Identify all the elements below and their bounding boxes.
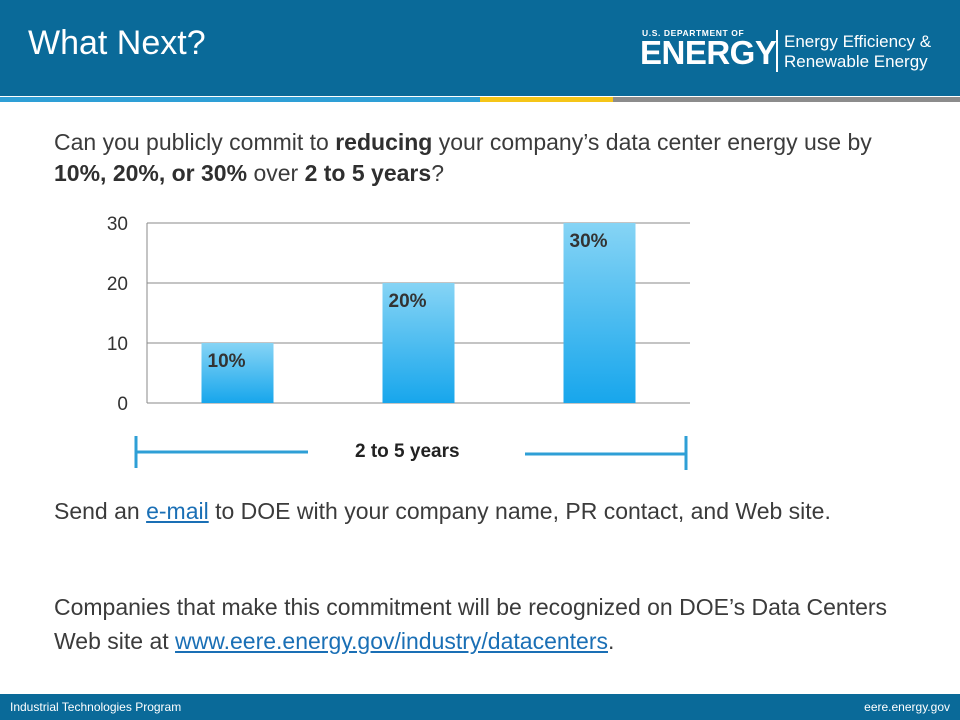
accent-stripe-gray — [613, 97, 960, 102]
y-tick-label: 10 — [107, 334, 128, 355]
reduction-bar-chart: 10% 20% 30% 0 10 20 30 — [107, 214, 690, 415]
y-tick-label: 30 — [107, 214, 128, 235]
doe-logo-big-text: ENERGY — [640, 34, 777, 71]
bar-1 — [201, 343, 274, 403]
question-bold-years: 2 to 5 years — [304, 160, 432, 186]
doe-logo-small-text: U.S. DEPARTMENT OF — [642, 28, 745, 38]
doe-logo: U.S. DEPARTMENT OF ENERGY Energy Efficie… — [640, 28, 932, 76]
bar-data-label: 20% — [389, 291, 427, 312]
footer-bar: Industrial Technologies Program eere.ene… — [0, 694, 960, 720]
email-link[interactable]: e-mail — [146, 498, 209, 524]
question-bold-reducing: reducing — [335, 129, 433, 155]
companies-text-1: Companies that make this commitment will… — [54, 594, 888, 654]
y-tick-label: 0 — [117, 394, 128, 415]
logo-divider — [776, 30, 778, 72]
commitment-question: Can you publicly commit to reducing your… — [54, 127, 914, 189]
recognition-paragraph: Companies that make this commitment will… — [54, 590, 934, 658]
question-text-2: your company’s data center energy use by — [432, 129, 872, 155]
question-text-1: Can you publicly commit to — [54, 129, 336, 155]
bar-2 — [382, 283, 455, 403]
send-text-1: Send an — [54, 498, 147, 524]
program-name-line1: Energy Efficiency & — [784, 32, 932, 51]
companies-text-2: . — [608, 628, 615, 654]
send-email-paragraph: Send an e-mail to DOE with your company … — [54, 494, 914, 528]
footer-program-name: Industrial Technologies Program — [10, 700, 182, 714]
question-text-4: ? — [431, 160, 444, 186]
bar-data-label: 10% — [208, 351, 246, 372]
y-tick-label: 20 — [107, 274, 128, 295]
footer-website: eere.energy.gov — [864, 700, 950, 714]
time-range-bracket — [134, 436, 688, 470]
send-text-2: to DOE with your company name, PR contac… — [208, 498, 831, 524]
accent-stripe-blue — [0, 97, 480, 102]
header-bar: What Next? U.S. DEPARTMENT OF ENERGY Ene… — [0, 0, 960, 96]
program-name-line2: Renewable Energy — [784, 52, 928, 71]
datacenters-link[interactable]: www.eere.energy.gov/industry/datacenters — [175, 628, 608, 654]
bar-data-label: 30% — [570, 231, 608, 252]
accent-stripe-yellow — [480, 97, 613, 102]
bar-3 — [563, 223, 636, 403]
range-label: 2 to 5 years — [355, 441, 460, 462]
question-text-3: over — [247, 160, 305, 186]
question-bold-percentages: 10%, 20%, or 30% — [54, 160, 248, 186]
page-title: What Next? — [28, 24, 206, 62]
